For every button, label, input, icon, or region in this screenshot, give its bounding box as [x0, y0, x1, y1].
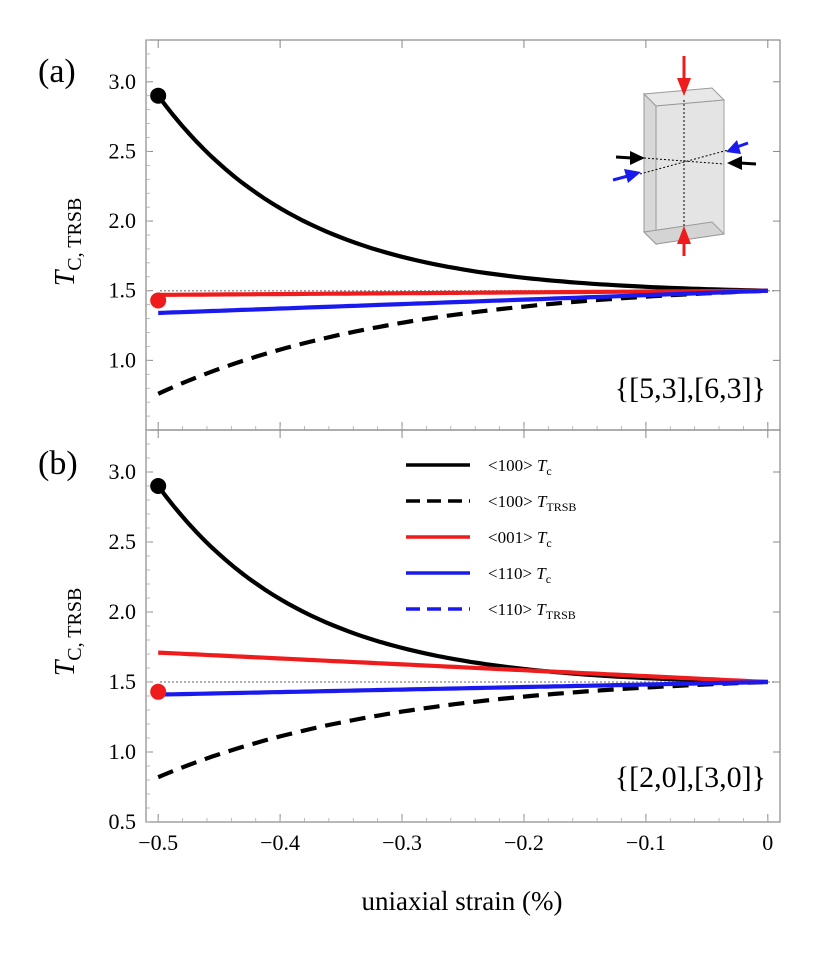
x-tick-label: −0.2 [504, 830, 544, 855]
y-tick-label: 1.0 [109, 739, 137, 764]
y-tick-label: 1.5 [109, 278, 137, 303]
y-tick-label: 2.5 [109, 138, 137, 163]
series-line [156, 94, 768, 293]
panel-a: 1.0 1.5 2.0 2.5 3.0 (a) {[5,3],[6,3]} [38, 39, 781, 431]
y-tick-label: 1.0 [109, 347, 137, 372]
series-line [157, 288, 768, 396]
x-tick-label: −0.5 [138, 830, 178, 855]
y-tick-label: 3.0 [109, 69, 137, 94]
endpoint-marker [150, 478, 167, 494]
endpoint-marker [150, 87, 167, 104]
legend-label: <110> TTRSB [488, 600, 576, 622]
series-line [158, 288, 768, 297]
legend-label: <100> Tc [488, 456, 552, 478]
strain-crystal-inset [612, 56, 757, 256]
y-tick-label: 2.0 [109, 599, 137, 624]
legend-background [398, 446, 760, 624]
series-line [158, 650, 768, 685]
legend: <100> Tc <100> TTRSB <001> Tc <110> Tc <110>… [398, 446, 760, 624]
panel-b: 0.51.01.52.02.53.0−0.5 −0.4 −0.3 −0.2 −0.1 0 … [38, 429, 781, 855]
y-tick-label: 0.5 [109, 809, 137, 834]
panel-b-annotation: {[2,0],[3,0]} [615, 761, 766, 794]
legend-label: <100> TTRSB [488, 492, 576, 514]
legend-label: <001> Tc [488, 528, 552, 550]
x-tick-label: −0.3 [382, 830, 422, 855]
panel-a-label: (a) [38, 53, 76, 90]
x-tick-label: 0 [762, 830, 773, 855]
series-line [158, 679, 768, 697]
y-axis-label-b: TC, TRSB [50, 588, 86, 677]
endpoint-marker [150, 292, 167, 309]
y-tick-label: 2.0 [109, 208, 137, 233]
x-axis-label: uniaxial strain (%) [362, 886, 563, 916]
endpoint-marker [150, 683, 167, 700]
panel-a-annotation: {[5,3],[6,3]} [615, 372, 766, 405]
y-tick-label: 2.5 [109, 529, 137, 554]
y-tick-label: 3.0 [109, 459, 137, 484]
y-axis-label-a: TC, TRSB [50, 198, 86, 287]
x-tick-label: −0.4 [260, 830, 300, 855]
y-tick-label: 1.5 [109, 669, 137, 694]
x-tick-label: −0.1 [626, 830, 666, 855]
series-line [158, 288, 768, 316]
panel-b-label: (b) [38, 445, 78, 482]
legend-label: <110> Tc [488, 564, 551, 586]
series-line [157, 679, 768, 780]
